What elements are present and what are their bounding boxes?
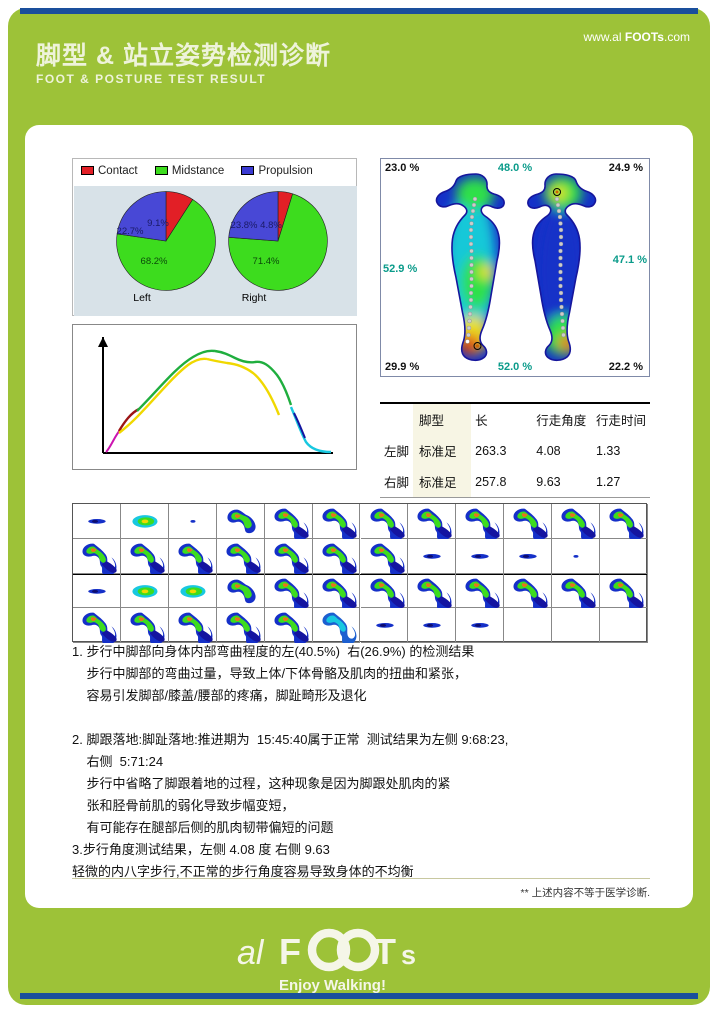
svg-text:Left: Left [133,292,151,304]
svg-text:23.8%: 23.8% [231,220,258,231]
svg-text:T: T [374,931,396,972]
svg-text:F: F [279,931,301,972]
svg-text:22.7%: 22.7% [117,226,144,237]
svg-text:Right: Right [242,292,267,304]
svg-text:71.4%: 71.4% [253,256,280,267]
svg-text:4.8%: 4.8% [260,220,282,231]
svg-text:s: s [401,940,416,970]
svg-text:9.1%: 9.1% [147,218,169,229]
svg-text:al: al [237,934,265,972]
svg-text:68.2%: 68.2% [141,256,168,267]
svg-text:Enjoy Walking!: Enjoy Walking! [279,977,386,994]
